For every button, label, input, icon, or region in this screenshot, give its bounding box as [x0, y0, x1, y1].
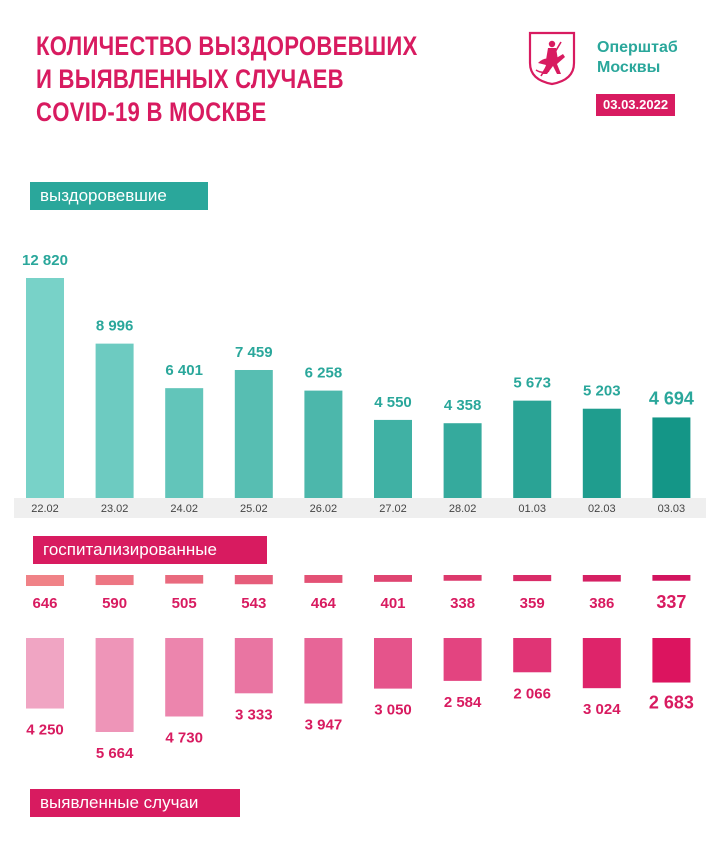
hospitalized-bar: [234, 575, 273, 585]
cases-value-label: 3 050: [374, 702, 412, 719]
date-badge: 03.03.2022: [596, 94, 676, 116]
recovered-label: выздоровевшие: [30, 182, 208, 210]
x-tick-label: 03.03: [658, 503, 686, 515]
hospitalized-bar: [26, 575, 64, 586]
title-line-3: COVID-19 в Москве: [36, 97, 267, 127]
cases-value-label: 3 947: [305, 717, 343, 734]
recovered-value-label: 4 358: [444, 397, 482, 414]
hospitalized-bar: [652, 575, 691, 581]
hospitalized-value-label: 338: [450, 595, 475, 612]
cases-value-label: 3 333: [235, 706, 273, 723]
hospitalized-value-label: 646: [32, 595, 57, 612]
recovered-value-label: 5 673: [513, 375, 551, 392]
cases-bar: [26, 638, 64, 709]
x-tick-label: 27.02: [379, 503, 407, 515]
hospitalized-value-label: 401: [380, 595, 405, 612]
recovered-value-label: 7 459: [235, 344, 273, 361]
hospitalized-value-label: 505: [172, 595, 197, 612]
x-tick-label: 25.02: [240, 503, 268, 515]
recovered-value-label: 6 258: [305, 365, 343, 382]
x-tick-label: 02.03: [588, 503, 616, 515]
x-axis-band: [14, 498, 706, 518]
recovered-value-label: 4 550: [374, 394, 412, 411]
page-title: Количество выздоровевших и выявленных сл…: [36, 30, 418, 129]
hospitalized-bar: [95, 575, 134, 586]
x-tick-label: 26.02: [310, 503, 338, 515]
hospitalized-label: госпитализированные: [33, 536, 267, 564]
brand-line-1: Оперштаб: [597, 39, 678, 56]
recovered-bar: [26, 278, 64, 498]
recovered-bar: [304, 390, 343, 498]
hospitalized-value-label: 359: [520, 595, 545, 612]
recovered-bar: [513, 400, 552, 498]
cases-value-label: 2 584: [444, 694, 482, 711]
title-line-2: и выявленных случаев: [36, 64, 344, 94]
title-line-1: Количество выздоровевших: [36, 31, 418, 61]
recovered-value-label: 4 694: [649, 388, 694, 408]
cases-bar: [513, 638, 552, 673]
hospitalized-bar: [304, 575, 343, 583]
recovered-bar: [443, 423, 482, 498]
cases-value-label: 2 683: [649, 693, 694, 713]
hospitalized-value-label: 543: [241, 595, 266, 612]
recovered-value-label: 6 401: [165, 362, 203, 379]
recovered-value-label: 5 203: [583, 383, 621, 400]
brand-line-2: Москвы: [597, 59, 661, 76]
moscow-coat-of-arms-icon: [528, 31, 576, 86]
hospitalized-bar: [165, 575, 204, 584]
cases-value-label: 2 066: [513, 685, 551, 702]
cases-bar: [443, 638, 482, 681]
x-tick-label: 22.02: [31, 503, 59, 515]
brand-name: Оперштаб Москвы: [597, 38, 678, 78]
hospitalized-bar: [513, 575, 552, 582]
hospitalized-value-label: 590: [102, 595, 127, 612]
recovered-bar: [652, 417, 691, 498]
cases-value-label: 4 250: [26, 722, 64, 739]
cases-value-label: 3 024: [583, 701, 621, 718]
cases-bar: [304, 638, 343, 704]
cases-bar: [652, 638, 691, 683]
hospitalized-bar: [443, 575, 482, 581]
recovered-bar: [374, 419, 412, 498]
hospitalized-bar: [374, 575, 412, 582]
cases-label: выявленные случаи: [30, 789, 240, 817]
hospitalized-value-label: 386: [589, 595, 614, 612]
hospitalized-value-label: 464: [311, 595, 337, 612]
hospitalized-value-label: 337: [656, 592, 686, 612]
x-tick-label: 01.03: [518, 503, 546, 515]
x-tick-label: 23.02: [101, 503, 129, 515]
recovered-value-label: 12 820: [22, 252, 68, 269]
recovered-bar: [95, 343, 134, 498]
recovered-bar: [234, 369, 273, 498]
x-tick-label: 28.02: [449, 503, 477, 515]
cases-bar: [582, 638, 621, 689]
recovered-bar: [582, 408, 621, 498]
cases-bar: [234, 638, 273, 694]
cases-value-label: 4 730: [165, 729, 203, 746]
recovered-value-label: 8 996: [96, 318, 134, 335]
hospitalized-bar: [582, 575, 621, 582]
cases-bar: [95, 638, 134, 732]
cases-value-label: 5 664: [96, 745, 134, 762]
cases-bar: [165, 638, 204, 717]
recovered-bar: [165, 388, 204, 498]
x-tick-label: 24.02: [170, 503, 198, 515]
cases-bar: [374, 638, 412, 689]
